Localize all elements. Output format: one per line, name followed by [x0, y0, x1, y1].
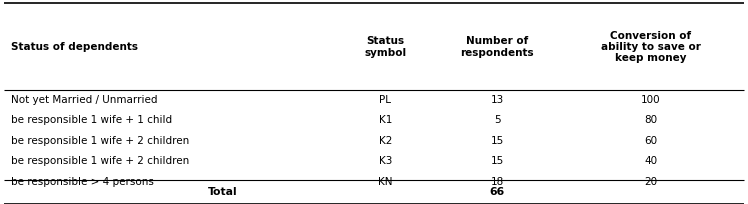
Text: Not yet Married / Unmarried: Not yet Married / Unmarried — [11, 95, 158, 105]
Text: Total: Total — [208, 187, 237, 197]
Text: 20: 20 — [644, 176, 657, 187]
Text: KN: KN — [378, 176, 393, 187]
Text: Number of
respondents: Number of respondents — [461, 36, 534, 58]
Text: be responsible 1 wife + 1 child: be responsible 1 wife + 1 child — [11, 115, 172, 125]
Text: be responsible > 4 persons: be responsible > 4 persons — [11, 176, 154, 187]
Text: 80: 80 — [644, 115, 657, 125]
Text: K1: K1 — [378, 115, 392, 125]
Text: 15: 15 — [491, 156, 504, 166]
Text: 100: 100 — [641, 95, 660, 105]
Text: 66: 66 — [490, 187, 505, 197]
Text: 13: 13 — [491, 95, 504, 105]
Text: Status of dependents: Status of dependents — [11, 42, 138, 52]
Text: Status
symbol: Status symbol — [364, 36, 406, 58]
Text: be responsible 1 wife + 2 children: be responsible 1 wife + 2 children — [11, 136, 189, 146]
Text: K2: K2 — [378, 136, 392, 146]
Text: 60: 60 — [644, 136, 657, 146]
Text: PL: PL — [379, 95, 391, 105]
Text: K3: K3 — [378, 156, 392, 166]
Text: be responsible 1 wife + 2 children: be responsible 1 wife + 2 children — [11, 156, 189, 166]
Text: 40: 40 — [644, 156, 657, 166]
Text: Conversion of
ability to save or
keep money: Conversion of ability to save or keep mo… — [601, 31, 701, 63]
Text: 15: 15 — [491, 136, 504, 146]
Text: 5: 5 — [494, 115, 500, 125]
Text: 18: 18 — [491, 176, 504, 187]
